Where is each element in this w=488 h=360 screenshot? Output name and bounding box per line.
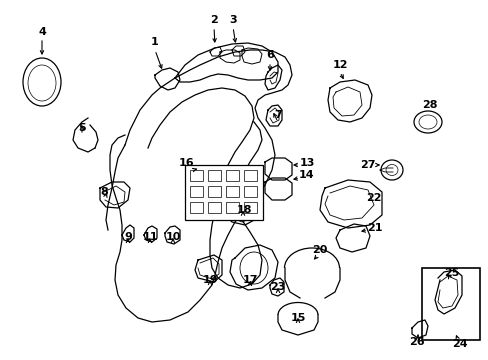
Text: 6: 6 (265, 50, 273, 60)
Text: 19: 19 (202, 275, 217, 285)
Bar (244, 170, 257, 181)
Text: 27: 27 (360, 160, 375, 170)
Bar (244, 202, 257, 213)
Text: 24: 24 (451, 339, 467, 349)
Text: 11: 11 (142, 232, 158, 242)
Bar (190, 170, 203, 181)
Bar (184, 165, 263, 220)
Bar (190, 186, 203, 197)
Text: 28: 28 (421, 100, 437, 110)
Text: 21: 21 (366, 223, 382, 233)
Text: 5: 5 (78, 123, 85, 133)
Text: 8: 8 (100, 187, 108, 197)
Text: 20: 20 (312, 245, 327, 255)
Bar (190, 202, 203, 213)
Text: 16: 16 (178, 158, 193, 168)
Text: 14: 14 (299, 170, 314, 180)
Bar (207, 186, 221, 197)
Text: 26: 26 (408, 337, 424, 347)
Bar (421, 268, 479, 340)
Bar (225, 186, 239, 197)
Text: 7: 7 (274, 110, 281, 120)
Text: 10: 10 (165, 232, 181, 242)
Text: 2: 2 (210, 15, 218, 25)
Text: 15: 15 (290, 313, 305, 323)
Bar (207, 170, 221, 181)
Bar (225, 170, 239, 181)
Text: 9: 9 (124, 232, 132, 242)
Text: 22: 22 (366, 193, 381, 203)
Bar (225, 202, 239, 213)
Bar (207, 202, 221, 213)
Text: 17: 17 (242, 275, 257, 285)
Text: 1: 1 (151, 37, 159, 47)
Text: 4: 4 (38, 27, 46, 37)
Text: 13: 13 (299, 158, 314, 168)
Text: 18: 18 (236, 205, 251, 215)
Text: 23: 23 (270, 282, 285, 292)
Text: 25: 25 (444, 268, 459, 278)
Text: 12: 12 (331, 60, 347, 70)
Bar (244, 186, 257, 197)
Text: 3: 3 (229, 15, 236, 25)
